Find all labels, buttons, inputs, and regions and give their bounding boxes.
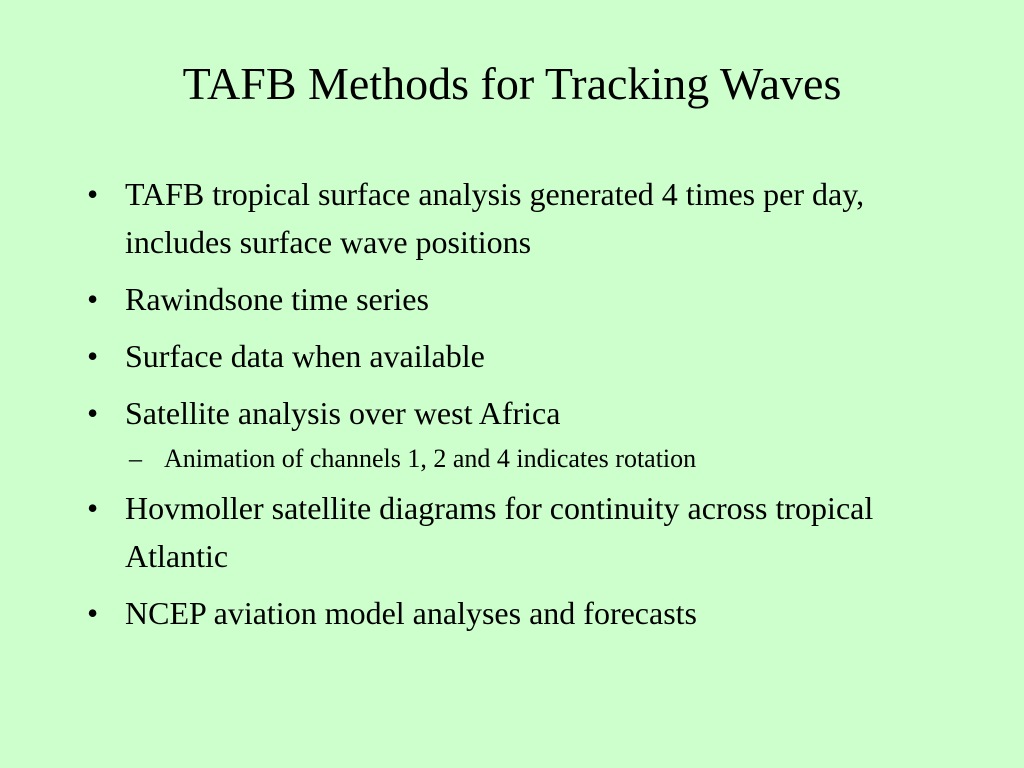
bullet-icon: • [87,338,99,374]
bullet-text: Satellite analysis over west Africa [125,395,561,431]
bullet-text: Hovmoller satellite diagrams for continu… [125,490,874,574]
bullet-item-satellite-analysis: • Satellite analysis over west Africa [87,389,947,437]
bullet-icon: • [87,281,99,317]
bullet-icon: • [87,490,99,526]
bullet-text: NCEP aviation model analyses and forecas… [125,595,697,631]
bullet-text: Rawindsone time series [125,281,429,317]
bullet-item-surface-data: • Surface data when available [87,332,947,380]
bullet-text: Surface data when available [125,338,485,374]
bullet-item-rawindsone: • Rawindsone time series [87,275,947,323]
bullet-item-hovmoller: • Hovmoller satellite diagrams for conti… [87,484,947,580]
bullet-list: • TAFB tropical surface analysis generat… [87,170,947,646]
bullet-item-surface-analysis: • TAFB tropical surface analysis generat… [87,170,947,266]
sub-bullet-text: Animation of channels 1, 2 and 4 indicat… [164,444,697,473]
bullet-item-ncep-model: • NCEP aviation model analyses and forec… [87,589,947,637]
bullet-text: TAFB tropical surface analysis generated… [125,176,865,260]
sub-bullet-item-animation: – Animation of channels 1, 2 and 4 indic… [129,440,947,478]
sub-bullet-icon: – [129,444,142,473]
bullet-icon: • [87,395,99,431]
slide-title: TAFB Methods for Tracking Waves [182,58,842,109]
bullet-icon: • [87,176,99,212]
bullet-icon: • [87,595,99,631]
